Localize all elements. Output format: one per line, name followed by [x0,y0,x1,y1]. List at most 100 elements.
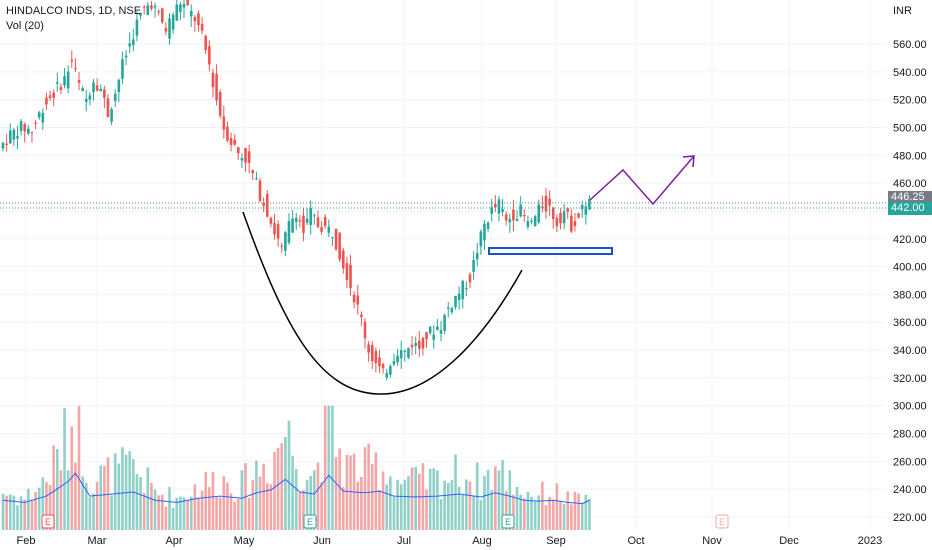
volume-bar [410,467,414,530]
last-price-tag: 446.25 [888,191,932,204]
earnings-marker-label: E [505,517,511,527]
volume-bar [222,476,226,530]
volume-bar [215,496,218,530]
volume-bar [436,470,439,530]
candle-body [457,293,461,300]
volume-bar [146,467,150,530]
candle-body [526,221,530,227]
candle-body [287,220,291,243]
candle-body [150,5,153,9]
volume-bar [363,447,367,530]
volume-bar [291,455,294,530]
volume-bar [544,505,548,530]
candle-body [106,98,110,117]
candle-body [428,326,432,333]
volume-bar [414,466,417,530]
y-tick-label: 320.00 [893,373,927,385]
x-tick-label: Nov [702,535,722,547]
volume-bar [23,499,27,530]
volume-bar [356,482,360,530]
volume-bar [63,408,66,530]
volume-bar [237,498,240,530]
candle-body [504,214,508,221]
candle-body [240,158,244,161]
candle-body [381,363,385,369]
volume-bar [200,490,204,530]
volume-bar [153,489,157,530]
candle-body [443,314,446,331]
candle-body [186,0,189,6]
x-tick-label: Dec [779,535,799,547]
volume-bars [1,405,591,530]
candle-body [363,321,367,339]
volume-bar [262,463,265,530]
candle-body [37,112,41,118]
candle-body [124,55,128,58]
candle-body [541,206,544,208]
volume-bar [519,494,522,530]
candle-body [519,204,522,217]
volume-bar [446,483,450,530]
candle-body [265,193,269,217]
volume-bar [45,482,48,530]
volume-bar [179,496,182,530]
volume-bar [537,495,541,530]
volume-bar [454,454,457,530]
candle-body [84,99,88,103]
volume-bar [522,498,526,530]
candle-body [360,314,363,318]
earnings-marker-box [303,514,317,529]
candle-body [577,213,580,218]
earnings-marker-icon: E [41,514,55,529]
earnings-marker-icon: E [303,514,317,529]
volume-bar [508,470,512,530]
volume-bar [370,464,374,530]
candle-body [331,236,334,238]
volume-bar [472,495,475,530]
volume-bar [99,465,103,530]
y-tick-label: 520.00 [893,95,927,107]
volume-bar [280,443,284,530]
candle-body [323,216,327,226]
volume-bar [88,497,92,530]
candle-body [425,332,428,340]
volume-bar [580,502,584,530]
chart-grid [0,0,886,530]
earnings-marker-label: E [45,517,51,527]
volume-bar [197,498,200,530]
volume-bar [276,447,280,530]
volume-bar [160,494,164,530]
volume-bar [30,499,34,530]
volume-bar [392,496,396,530]
candle-body [472,260,475,272]
candle-body [446,307,450,309]
y-tick-label: 560.00 [893,39,927,51]
currency-label: INR [893,5,912,17]
candle-body [88,95,92,100]
y-tick-label: 220.00 [893,512,927,524]
candle-body [414,342,417,346]
candle-body [302,215,305,233]
volume-bar [16,505,19,530]
candle-body [385,373,389,378]
x-axis: Feb Mar Apr May Jun Jul Aug Sep Oct Nov Dec 2023 [17,535,883,547]
earnings-marker-box [715,514,729,529]
volume-bar [570,504,573,530]
candle-body [276,224,280,239]
candle-body [316,217,320,228]
volume-bar [1,493,5,530]
volume-bar [164,506,168,530]
handle-box [488,247,613,255]
candle-body [436,326,439,330]
volume-bar [305,480,309,530]
candle-body [522,215,526,217]
volume-bar [562,504,566,530]
candle-body [584,206,588,215]
x-tick-label: May [234,535,255,547]
volume-bar [251,479,255,530]
volume-bar [168,487,171,530]
candle-body [544,195,548,212]
candle-body [74,67,77,70]
volume-bar [530,496,533,530]
